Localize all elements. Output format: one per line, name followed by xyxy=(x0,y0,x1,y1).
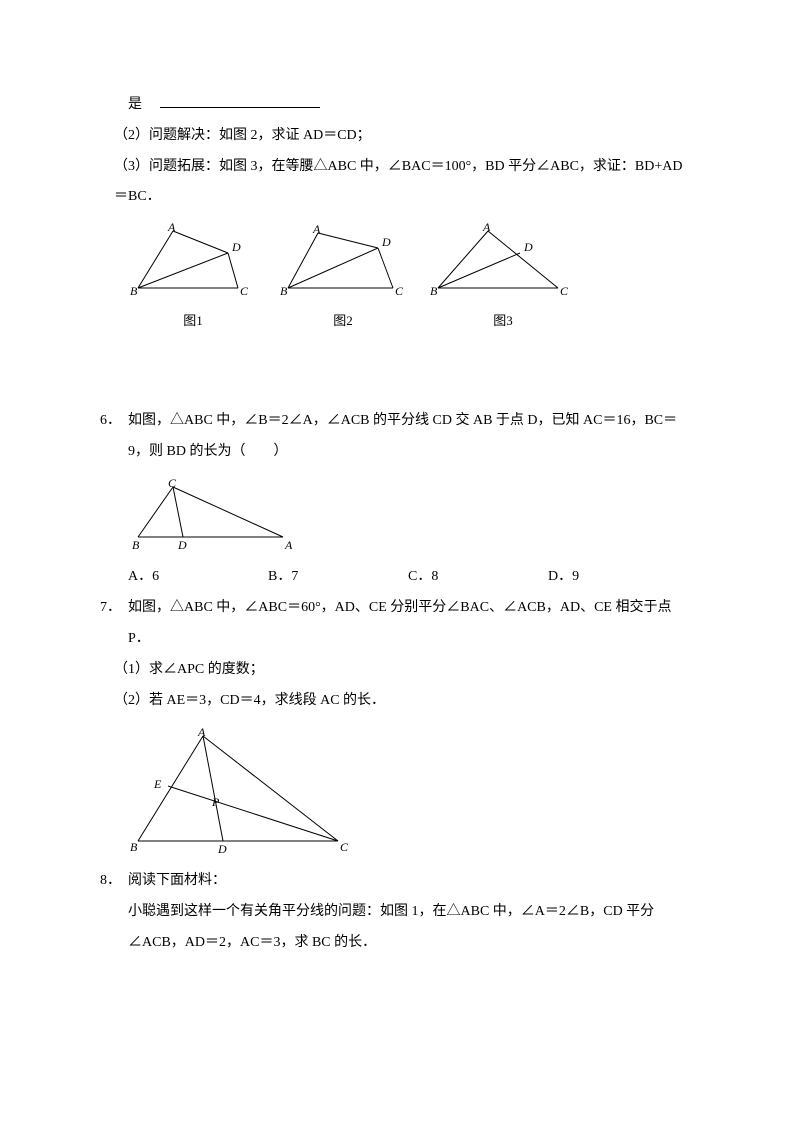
figure3-svg: A B C D xyxy=(428,223,578,303)
figure1-caption: 图1 xyxy=(183,307,203,336)
svg-text:B: B xyxy=(430,284,438,298)
q5-part2: （2）问题解决：如图 2，求证 AD＝CD； xyxy=(100,121,694,152)
option-c[interactable]: C．8 xyxy=(408,562,548,593)
spacer xyxy=(100,346,694,406)
figure1-block: A B C D 图1 xyxy=(128,223,258,336)
svg-text:A: A xyxy=(482,223,491,234)
q6-figure-svg: B D A C xyxy=(128,477,298,552)
q5-prefix: 是 xyxy=(128,97,142,112)
svg-text:C: C xyxy=(240,284,249,298)
q5-line1: 是 xyxy=(100,90,694,121)
svg-text:E: E xyxy=(153,777,162,791)
q7-figure-svg: A B C D E P xyxy=(128,726,358,856)
svg-text:C: C xyxy=(168,477,177,490)
svg-text:B: B xyxy=(130,284,138,298)
svg-text:D: D xyxy=(177,538,187,552)
figure2-block: A B C D 图2 xyxy=(278,223,408,336)
q6-figure-block: B D A C xyxy=(128,477,694,552)
q7-figure-block: A B C D E P xyxy=(128,726,694,856)
q7-part1: （1）求∠APC 的度数； xyxy=(100,655,694,686)
svg-text:D: D xyxy=(523,240,533,254)
option-a[interactable]: A．6 xyxy=(128,562,268,593)
svg-text:B: B xyxy=(132,538,140,552)
option-b[interactable]: B．7 xyxy=(268,562,408,593)
svg-text:A: A xyxy=(167,223,176,234)
svg-text:C: C xyxy=(340,840,349,854)
q5-figures: A B C D 图1 A B C D 图2 A B C D 图3 xyxy=(128,223,694,336)
figure2-caption: 图2 xyxy=(333,307,353,336)
q7-num: 7． xyxy=(100,593,128,655)
q7-text: 如图，△ABC 中，∠ABC＝60°，AD、CE 分别平分∠BAC、∠ACB，A… xyxy=(128,593,694,655)
svg-text:D: D xyxy=(381,235,391,249)
figure2-svg: A B C D xyxy=(278,223,408,303)
q7-part2: （2）若 AE＝3，CD＝4，求线段 AC 的长． xyxy=(100,686,694,717)
svg-text:A: A xyxy=(197,726,206,739)
q6-num: 6． xyxy=(100,406,128,468)
q8-title: 阅读下面材料： xyxy=(128,866,694,897)
figure3-caption: 图3 xyxy=(493,307,513,336)
svg-text:P: P xyxy=(211,795,220,809)
svg-text:A: A xyxy=(312,223,321,236)
q6-options: A．6 B．7 C．8 D．9 xyxy=(100,562,694,593)
svg-text:C: C xyxy=(560,284,569,298)
q5-part3: （3）问题拓展：如图 3，在等腰△ABC 中，∠BAC＝100°，BD 平分∠A… xyxy=(100,152,694,214)
blank-line xyxy=(160,94,320,108)
q8-num: 8． xyxy=(100,866,128,897)
figure1-svg: A B C D xyxy=(128,223,258,303)
q6: 6． 如图，△ABC 中，∠B＝2∠A，∠ACB 的平分线 CD 交 AB 于点… xyxy=(100,406,694,468)
svg-text:D: D xyxy=(231,240,241,254)
q6-text: 如图，△ABC 中，∠B＝2∠A，∠ACB 的平分线 CD 交 AB 于点 D，… xyxy=(128,406,694,468)
option-d[interactable]: D．9 xyxy=(548,562,688,593)
figure3-block: A B C D 图3 xyxy=(428,223,578,336)
svg-text:B: B xyxy=(280,284,288,298)
svg-text:B: B xyxy=(130,840,138,854)
q7: 7． 如图，△ABC 中，∠ABC＝60°，AD、CE 分别平分∠BAC、∠AC… xyxy=(100,593,694,655)
svg-text:C: C xyxy=(395,284,404,298)
svg-text:A: A xyxy=(284,538,293,552)
q8: 8． 阅读下面材料： xyxy=(100,866,694,897)
q8-text: 小聪遇到这样一个有关角平分线的问题：如图 1，在△ABC 中，∠A＝2∠B，CD… xyxy=(100,897,694,959)
svg-text:D: D xyxy=(217,842,227,856)
